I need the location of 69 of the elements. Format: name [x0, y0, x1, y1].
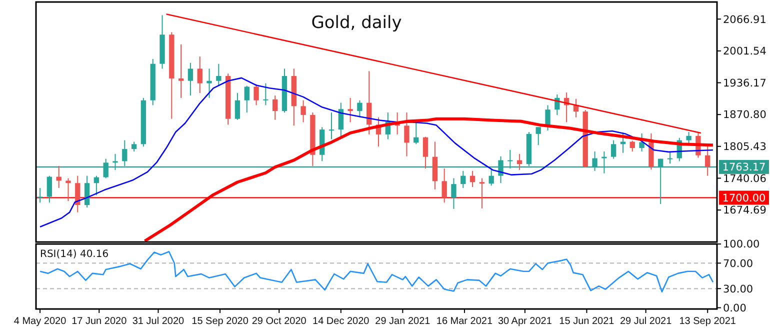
x-tick-label: 31 Jul 2020 [132, 316, 185, 327]
candlestick [442, 168, 447, 204]
candlestick [244, 85, 250, 114]
candlestick [56, 166, 62, 188]
x-tick-label: 14 Dec 2020 [312, 316, 370, 327]
candlestick [254, 84, 259, 106]
candlestick [75, 175, 80, 213]
candlestick [188, 62, 194, 96]
text: Gold, daily [311, 13, 402, 33]
y-tick-label: 1870.80 [723, 109, 766, 122]
candlestick [234, 92, 240, 120]
x-tick-label: 15 Jun 2021 [559, 316, 615, 327]
y-tick-label: 1674.69 [723, 204, 766, 217]
y-tick-label: 1740.06 [723, 172, 767, 185]
candlestick [479, 178, 485, 209]
text: RSI(14) 40.16 [40, 249, 109, 260]
candlestick [46, 175, 52, 204]
x-tick-label: 30 Apr 2021 [498, 316, 552, 327]
candlestick [536, 126, 541, 146]
candlestick [705, 144, 710, 176]
candlestick [488, 168, 494, 186]
candlestick [84, 175, 90, 208]
candlestick [460, 170, 466, 188]
candlestick [131, 141, 137, 152]
candlestick [272, 94, 278, 120]
candlestick [94, 175, 100, 196]
x-tick-label: 29 Oct 2020 [252, 316, 307, 327]
x-tick-label: 13 Sep 2021 [679, 316, 736, 327]
y-tick-label: 30.00 [723, 283, 754, 296]
candlestick [404, 112, 410, 157]
candlestick [66, 178, 71, 202]
x-tick-label: 16 Mar 2021 [436, 316, 493, 327]
candlestick [37, 187, 43, 204]
candlestick [216, 63, 222, 86]
candlestick [414, 122, 419, 145]
candlestick [197, 56, 202, 94]
candlestick [338, 102, 344, 138]
candlestick [263, 82, 268, 106]
candlestick [470, 170, 476, 188]
x-tick-label: 29 Jan 2021 [375, 316, 431, 327]
x-tick-label: 29 Jul 2021 [620, 316, 672, 327]
line-series [39, 77, 714, 228]
candlestick [178, 44, 184, 98]
x-tick-label: 17 Jun 2020 [72, 316, 128, 327]
candlestick [328, 112, 334, 140]
y-tick-label: 1805.43 [723, 141, 766, 154]
y-tick-label: 0.00 [723, 302, 746, 314]
y-tick-label: 1936.17 [723, 77, 766, 90]
ref-line-label: 1763.17 [722, 162, 766, 174]
candlestick [348, 97, 353, 123]
ref-line-label: 1700.00 [722, 192, 766, 204]
line-series [39, 250, 714, 292]
x-tick-label: 15 Sep 2020 [192, 316, 249, 327]
candlestick [357, 100, 362, 118]
candlestick [516, 153, 522, 170]
y-tick-label: 2066.91 [723, 14, 766, 26]
candlestick [206, 68, 212, 98]
candlestick [300, 100, 306, 123]
candlestick [422, 136, 428, 169]
candlestick [620, 132, 626, 154]
y-tick-label: 100.00 [723, 238, 760, 251]
candlestick [686, 131, 692, 145]
candlestick [630, 140, 635, 152]
y-tick-label: 2001.54 [723, 46, 767, 58]
y-tick-label: 70.00 [723, 258, 754, 270]
candlestick [667, 150, 673, 164]
candlestick [451, 178, 456, 210]
x-tick-label: 4 May 2020 [14, 316, 67, 327]
candlestick [610, 140, 616, 160]
